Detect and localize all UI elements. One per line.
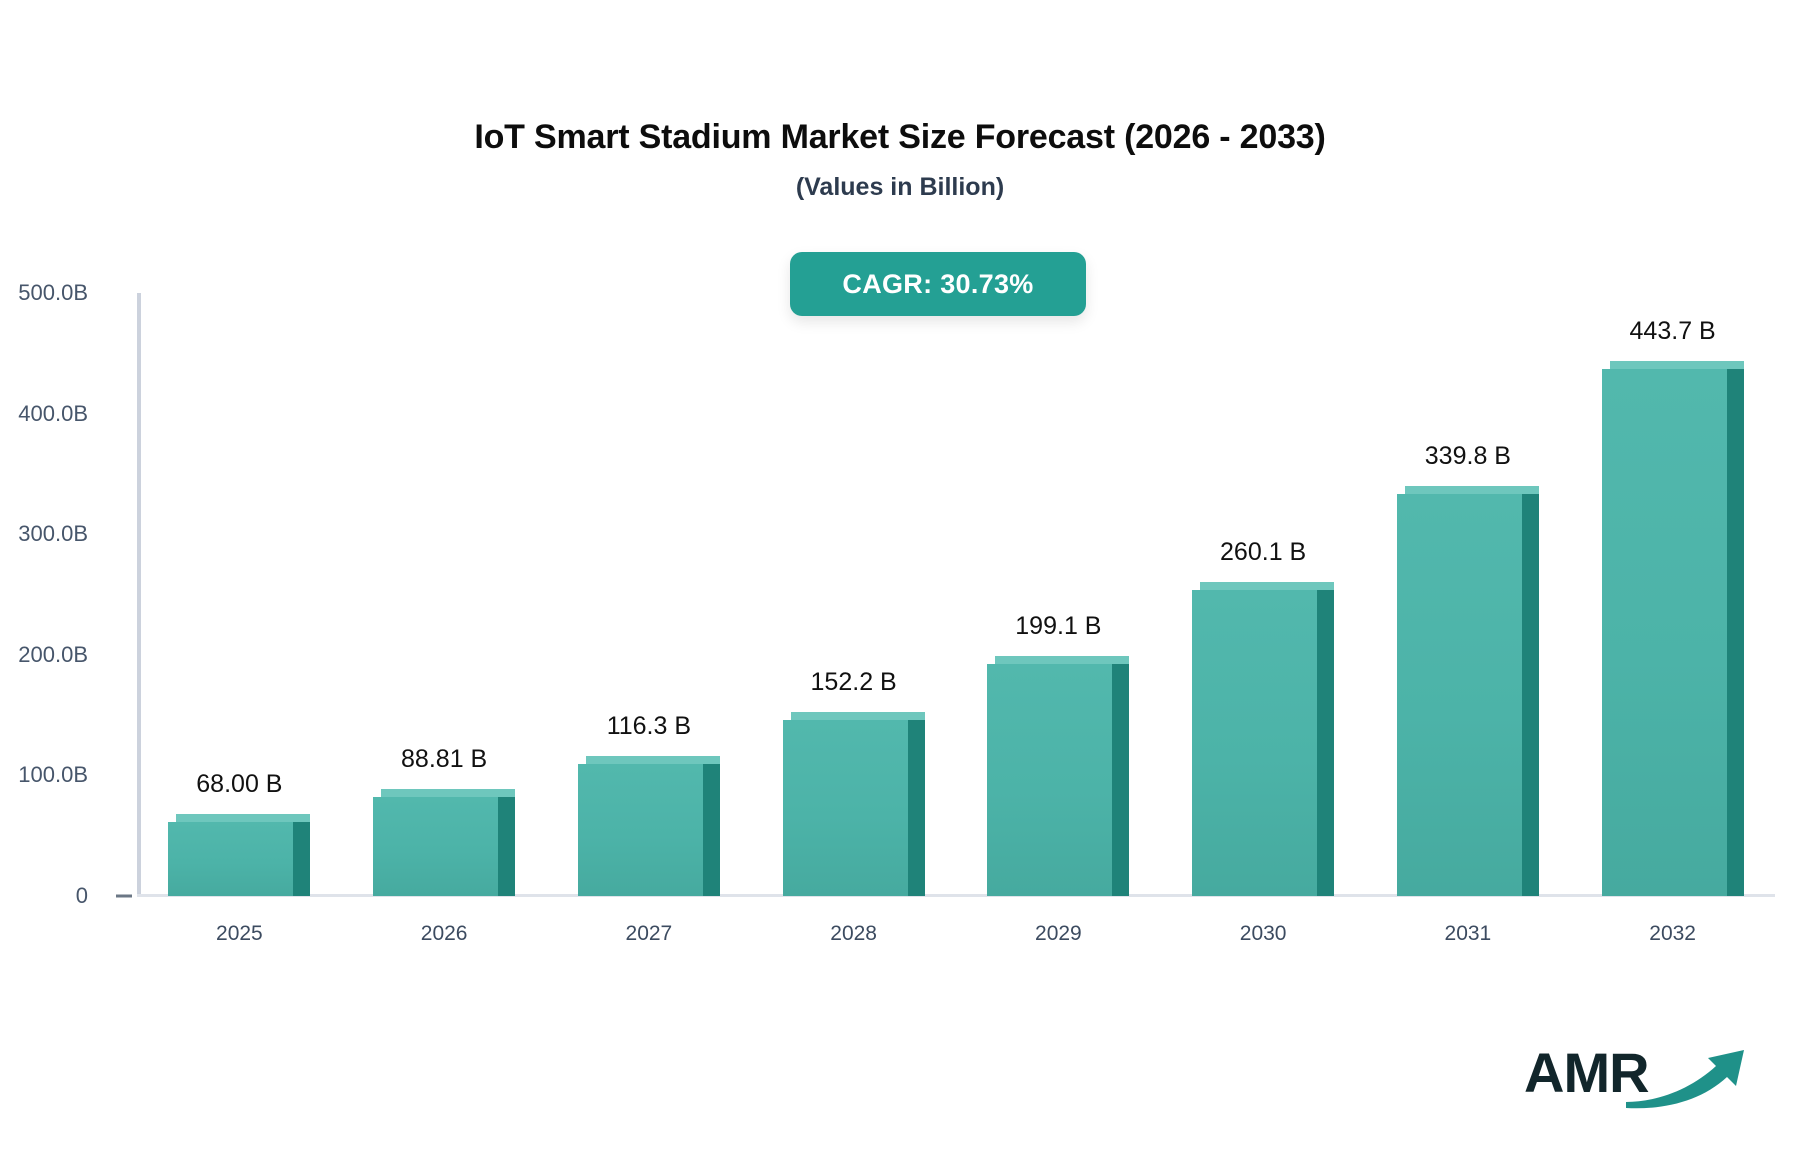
- bar: [782, 712, 925, 896]
- bar: [577, 755, 720, 896]
- bar-side-face: [1726, 368, 1744, 896]
- bar-top-face: [176, 814, 311, 822]
- bar: [987, 655, 1130, 896]
- bar: [1396, 486, 1539, 896]
- bar-side-face: [1521, 494, 1539, 896]
- bar-side-face: [1317, 590, 1335, 896]
- y-axis-tick-label: 0: [75, 883, 88, 908]
- y-axis-tick-mark: [116, 894, 132, 898]
- y-axis-line: [137, 293, 141, 896]
- bar-value-label: 116.3 B: [606, 711, 692, 740]
- bar-side-face: [498, 796, 516, 896]
- bar-front-face: [168, 822, 294, 896]
- y-axis-tick-label: 300.0B: [18, 521, 88, 547]
- bar-front-face: [987, 663, 1113, 896]
- bar-top-face: [1200, 582, 1335, 591]
- bar-top-face: [1609, 360, 1744, 369]
- bar: [373, 788, 516, 896]
- cagr-badge-label: CAGR: 30.73%: [842, 268, 1034, 299]
- x-axis-category-label: 2027: [625, 922, 673, 945]
- x-axis-category-label: 2025: [216, 922, 263, 945]
- amr-logo: AMR: [1524, 1034, 1754, 1118]
- bar-side-face: [1112, 663, 1130, 896]
- chart-subtitle: (Values in Billion): [795, 173, 1005, 201]
- y-axis-tick-label: 500.0B: [18, 280, 88, 305]
- y-axis-tick-label: 100.0B: [18, 762, 88, 788]
- bar-side-face: [293, 822, 311, 896]
- bar-front-face: [1601, 368, 1727, 896]
- bar-value-label: 152.2 B: [810, 668, 897, 697]
- bar-value-label: 339.8 B: [1424, 442, 1511, 471]
- bar-front-face: [1396, 494, 1522, 896]
- bar-front-face: [782, 720, 908, 896]
- growth-arrow-icon: [1626, 1050, 1744, 1109]
- chart-title: IoT Smart Stadium Market Size Forecast (…: [474, 118, 1326, 156]
- amr-logo-text: AMR: [1524, 1041, 1650, 1104]
- x-axis-line: [137, 894, 1775, 897]
- bar-value-label: 260.1 B: [1220, 538, 1307, 567]
- bar-top-face: [585, 755, 720, 764]
- bar-top-face: [381, 788, 516, 797]
- bar-top-face: [995, 655, 1130, 664]
- bar-top-face: [790, 712, 925, 721]
- bar: [168, 814, 311, 896]
- bar-value-label: 199.1 B: [1015, 611, 1102, 640]
- bar: [1192, 582, 1335, 896]
- bar-value-label: 68.00 B: [196, 769, 283, 798]
- bar-side-face: [907, 720, 925, 896]
- bar-front-face: [1192, 590, 1318, 896]
- x-axis-category-label: 2029: [1035, 922, 1082, 945]
- bar-value-label: 443.7 B: [1629, 316, 1716, 345]
- y-axis-tick-label: 400.0B: [18, 400, 88, 426]
- x-axis-category-label: 2032: [1649, 922, 1696, 945]
- bar-series: [137, 293, 1775, 896]
- bar-side-face: [702, 763, 720, 896]
- cagr-badge: CAGR: 30.73%: [790, 252, 1086, 316]
- y-axis-tick-label: 200.0B: [18, 641, 88, 667]
- bar-value-label: 88.81 B: [401, 744, 488, 773]
- bar-top-face: [1404, 486, 1539, 495]
- bar-front-face: [577, 763, 703, 896]
- x-axis-category-label: 2026: [420, 922, 468, 945]
- x-axis-category-label: 2030: [1239, 922, 1287, 945]
- x-axis-category-label: 2028: [830, 922, 877, 945]
- x-axis-category-label: 2031: [1444, 922, 1492, 945]
- bar: [1601, 360, 1744, 896]
- bar-front-face: [373, 796, 499, 896]
